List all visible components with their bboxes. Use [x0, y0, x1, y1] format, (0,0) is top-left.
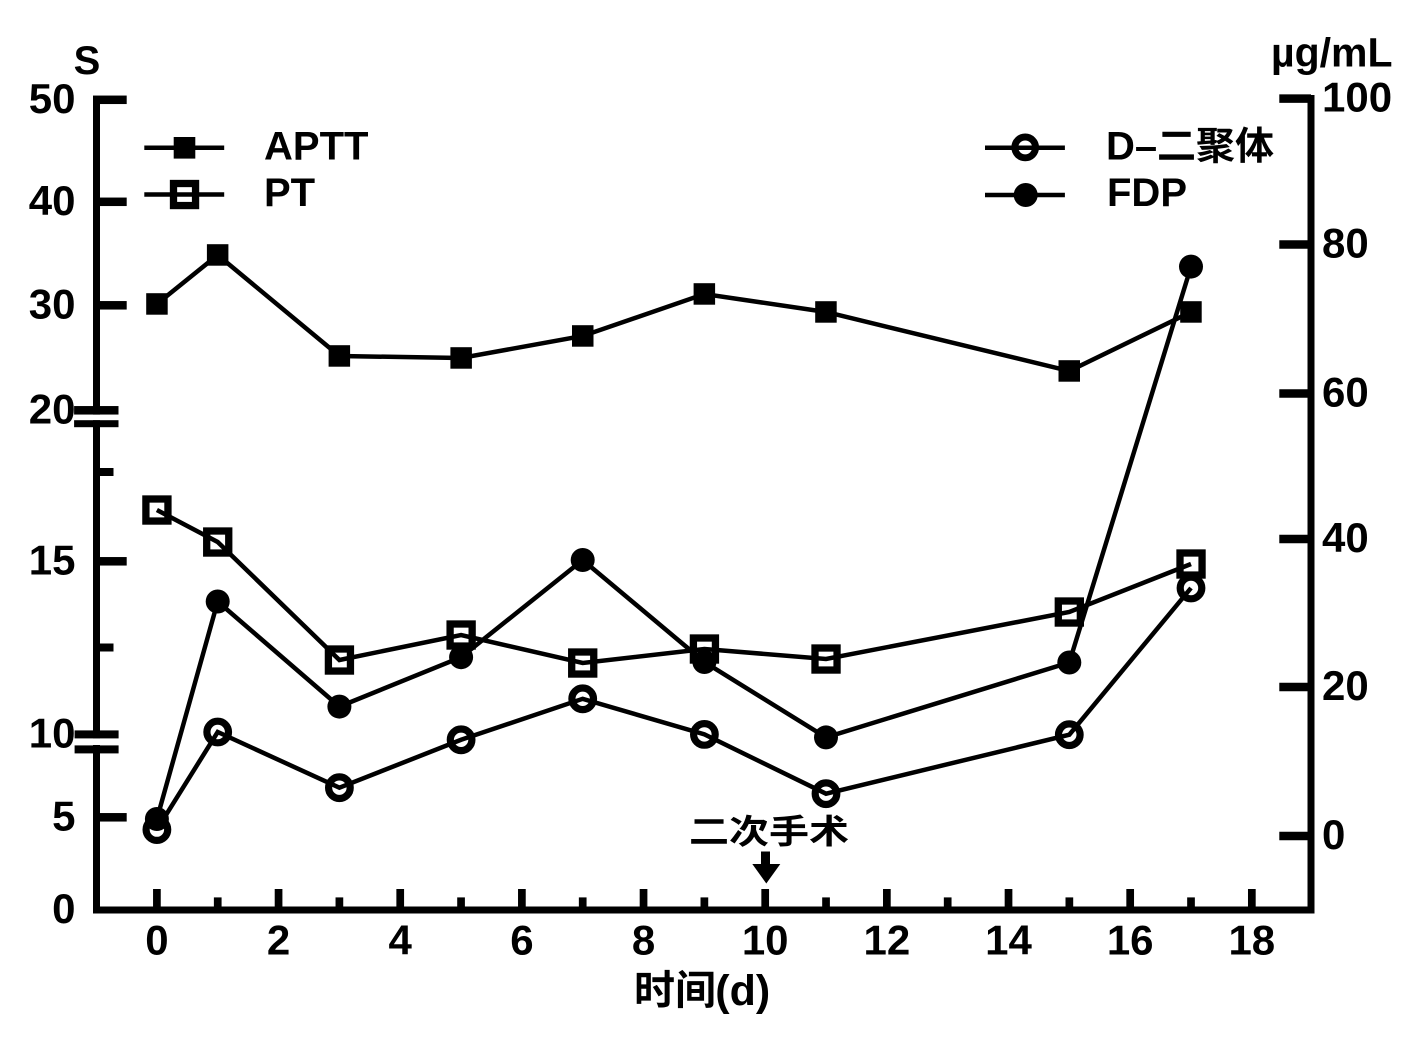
svg-text:6: 6 — [510, 917, 533, 964]
svg-text:µg/mL: µg/mL — [1271, 30, 1393, 76]
svg-text:40: 40 — [29, 177, 76, 224]
svg-text:80: 80 — [1322, 220, 1369, 267]
svg-text:100: 100 — [1322, 74, 1392, 121]
svg-text:D–: D– — [1106, 125, 1157, 169]
svg-text:8: 8 — [632, 917, 655, 964]
svg-text:60: 60 — [1322, 369, 1369, 416]
svg-text:12: 12 — [864, 917, 911, 964]
svg-text:50: 50 — [29, 75, 76, 122]
svg-text:10: 10 — [29, 709, 76, 756]
svg-text:15: 15 — [29, 536, 76, 583]
svg-text:5: 5 — [52, 792, 75, 839]
svg-text:16: 16 — [1107, 917, 1154, 964]
svg-text:APTT: APTT — [264, 125, 368, 169]
svg-text:14: 14 — [985, 917, 1032, 964]
svg-text:0: 0 — [1322, 811, 1345, 858]
svg-text:4: 4 — [389, 917, 413, 964]
svg-text:PT: PT — [264, 171, 315, 215]
svg-text:(d): (d) — [715, 967, 770, 1015]
svg-text:20: 20 — [29, 385, 76, 432]
svg-text:10: 10 — [742, 917, 789, 964]
svg-text:FDP: FDP — [1107, 171, 1187, 215]
svg-text:0: 0 — [52, 885, 75, 932]
svg-text:S: S — [74, 39, 101, 83]
svg-text:20: 20 — [1322, 662, 1369, 709]
svg-text:40: 40 — [1322, 514, 1369, 561]
svg-text:18: 18 — [1228, 917, 1275, 964]
svg-text:30: 30 — [29, 280, 76, 327]
svg-text:2: 2 — [267, 917, 290, 964]
svg-text:0: 0 — [145, 917, 168, 964]
